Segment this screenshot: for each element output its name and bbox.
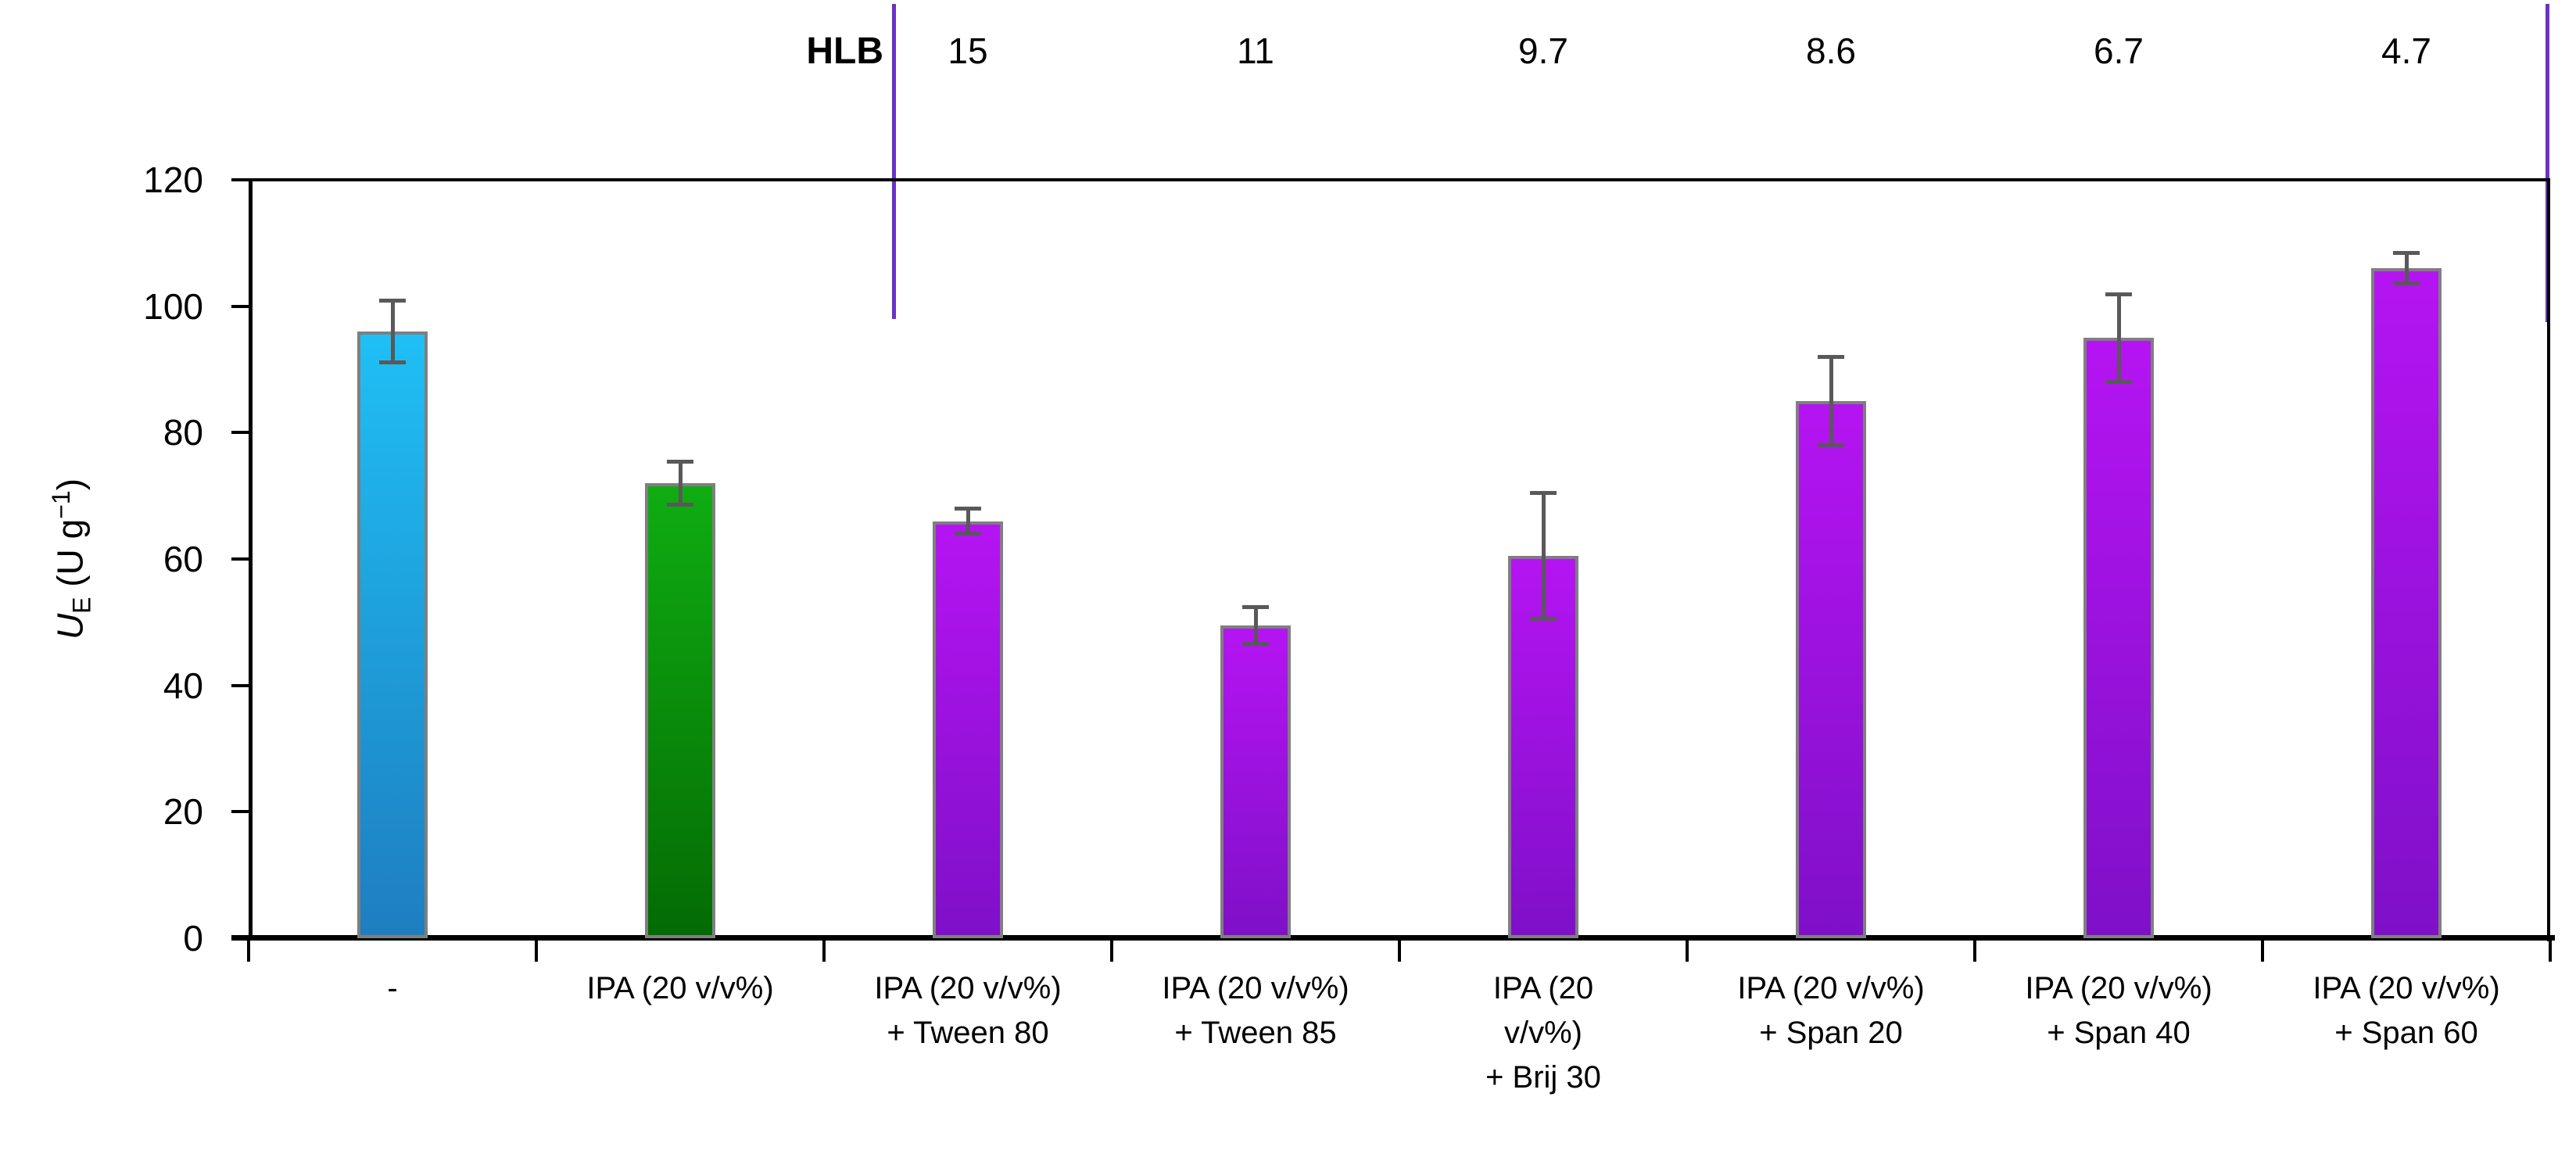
bar [1508, 555, 1578, 938]
y-axis-tick-label: 120 [143, 159, 203, 200]
y-axis-tick-label: 40 [163, 665, 203, 706]
error-bar-cap-bottom [1530, 616, 1557, 621]
category-label: IPA (20 v/v%) + Tween 85 [1162, 971, 1349, 1050]
error-bar-line [2404, 252, 2409, 285]
y-axis-tick [231, 304, 250, 308]
x-axis-tick [247, 938, 250, 962]
y-axis-title-exponent: −1 [47, 490, 75, 519]
y-axis-tick [231, 557, 250, 561]
hlb-value: 8.6 [1806, 30, 1856, 71]
y-axis-title-units-close: ) [49, 478, 91, 491]
bar [1796, 400, 1866, 938]
y-axis-tick-label: 0 [183, 918, 203, 959]
error-bar-line [1829, 357, 1833, 446]
y-axis-tick-label: 80 [163, 412, 203, 453]
plot-right-border [2547, 178, 2550, 941]
y-axis-tick-label: 100 [143, 285, 203, 327]
x-axis-tick [2549, 938, 2552, 962]
error-bar-cap-bottom [1242, 642, 1269, 647]
error-bar-line [1253, 606, 1258, 645]
hlb-value: 15 [948, 30, 988, 71]
hlb-header-label: HLB [806, 30, 883, 72]
y-axis-tick [231, 683, 250, 687]
error-bar-cap-top [955, 507, 981, 511]
category-label: IPA (20 v/v%) + Span 40 [2025, 971, 2212, 1050]
error-bar-cap-bottom [667, 503, 693, 507]
x-axis-tick [1110, 938, 1113, 962]
y-axis-tick [231, 431, 250, 435]
bar [2371, 268, 2442, 938]
bar [2083, 338, 2154, 938]
x-axis-tick [1686, 938, 1689, 962]
error-bar-cap-top [2105, 292, 2132, 296]
bar [933, 521, 1003, 938]
category-label: IPA (20 v/v%) [586, 971, 774, 1005]
error-bar-cap-bottom [955, 531, 981, 536]
bar [645, 483, 715, 938]
error-bar-cap-top [1818, 355, 1844, 360]
error-bar-cap-bottom [379, 360, 406, 365]
error-bar-line [678, 461, 683, 506]
error-bar-cap-top [667, 459, 693, 464]
y-axis-line [249, 178, 253, 938]
hlb-value: 6.7 [2094, 30, 2144, 71]
y-axis-tick [231, 810, 250, 814]
category-label: - [387, 971, 398, 1005]
error-bar-cap-top [1530, 491, 1557, 496]
category-label: IPA (20 v/v%) + Span 60 [2313, 971, 2500, 1050]
hlb-divider-line-left [892, 4, 896, 319]
y-axis-title-subscript: E [67, 597, 96, 614]
category-label: IPA (20 v/v%) + Brij 30 [1485, 971, 1601, 1095]
error-bar-cap-bottom [1818, 443, 1844, 447]
y-axis-tick [231, 178, 250, 181]
hlb-value: 4.7 [2381, 30, 2431, 71]
hlb-divider-line-right [2546, 4, 2549, 322]
x-axis-tick [1973, 938, 1976, 962]
x-axis-tick [1398, 938, 1401, 962]
bar [357, 332, 428, 938]
plot-top-border [247, 178, 2550, 181]
y-axis-tick-label: 60 [163, 539, 203, 579]
x-axis-tick [2261, 938, 2264, 962]
error-bar-cap-bottom [2105, 379, 2132, 384]
error-bar-line [390, 299, 395, 364]
category-label: IPA (20 v/v%) + Tween 80 [874, 971, 1062, 1050]
y-axis-tick-label: 20 [163, 791, 203, 833]
error-bar-line [2116, 293, 2121, 382]
error-bar-cap-top [1242, 604, 1269, 609]
bar [1220, 625, 1291, 938]
error-bar-cap-bottom [2393, 281, 2420, 286]
error-bar-line [966, 508, 970, 534]
error-bar-cap-top [2393, 250, 2420, 255]
error-bar-line [1541, 493, 1546, 619]
x-axis-tick [535, 938, 538, 962]
category-label: IPA (20 v/v%) + Span 20 [1737, 971, 1925, 1050]
hlb-value: 11 [1237, 30, 1274, 71]
y-axis-title-symbol: U [49, 613, 91, 640]
hlb-value: 9.7 [1518, 30, 1568, 71]
x-axis-line [231, 935, 2555, 941]
error-bar-cap-top [379, 298, 406, 303]
x-axis-tick [822, 938, 826, 962]
y-axis-tick [231, 937, 250, 940]
